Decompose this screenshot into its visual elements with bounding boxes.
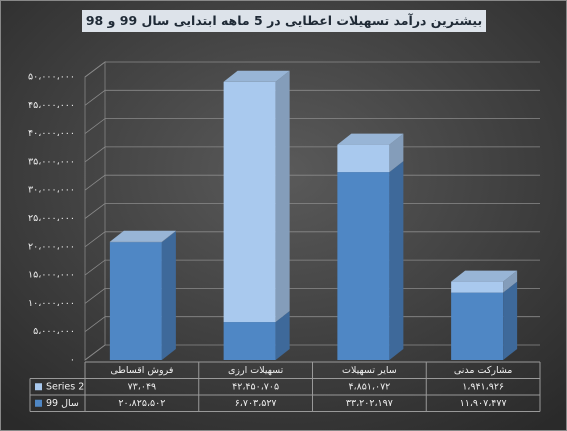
bar-side [161,230,176,243]
y-tick-label: ۴۵،۰۰۰،۰۰۰ [28,100,75,111]
data-label: ۴۲،۴۵۰،۷۰۵ [232,381,279,392]
bar-side [275,311,290,360]
y-tick-label: ۴۰،۰۰۰،۰۰۰ [28,128,75,139]
data-label: ۳۳،۲۰۲،۱۹۷ [346,398,393,409]
y-tick-label: ۲۰،۰۰۰،۰۰۰ [28,241,75,252]
legend-key [35,399,42,407]
bar-top [109,230,176,242]
data-label: ۲۰،۸۲۵،۵۰۲ [118,398,165,409]
bar-top [337,133,404,145]
bar-top [223,70,290,82]
y-tick-label: ۲۵،۰۰۰،۰۰۰ [28,213,75,224]
x-tick-label: سایر تسهیلات [342,365,397,376]
bar [223,322,276,360]
bar [223,81,276,323]
data-label: ۱،۹۴۱،۹۲۶ [462,381,504,392]
legend-key [35,383,42,391]
bar [337,172,390,360]
y-tick-label: ۵،۰۰۰،۰۰۰ [33,326,75,337]
bar [451,281,504,293]
data-label: ۴،۸۵۱،۰۷۲ [348,381,390,392]
bar-side [275,70,290,323]
x-tick-label: تسهیلات ارزی [228,365,284,376]
bar-side [503,281,518,360]
y-tick-label: ۰ [70,355,75,366]
grid-line [84,118,540,134]
legend-label: Series 2 [46,381,84,392]
bar-side [161,231,176,360]
bar [109,242,162,360]
y-tick-label: ۵۰،۰۰۰،۰۰۰ [28,72,75,83]
y-tick-label: ۱۰،۰۰۰،۰۰۰ [28,298,75,309]
y-tick-label: ۳۰،۰۰۰،۰۰۰ [28,185,75,196]
data-label: ۷۳،۰۴۹ [128,381,157,392]
data-label: ۶،۷۰۳،۵۲۷ [235,398,277,409]
bar-side [503,270,518,293]
grid-line [84,89,540,106]
y-tick-label: ۱۵،۰۰۰،۰۰۰ [28,270,75,281]
data-label: ۱۱،۹۰۷،۴۷۷ [460,398,507,409]
bar-side [389,161,404,360]
x-tick-label: مشارکت مدنی [454,365,513,376]
y-tick-label: ۳۵،۰۰۰،۰۰۰ [28,156,75,167]
grid-line [84,61,540,78]
chart-title: بیشترین درآمد تسهیلات اعطایی در 5 ماهه ا… [82,10,486,32]
bar-side [389,133,404,173]
bar [337,144,390,173]
bar [451,292,504,360]
legend-label: سال 99 [46,398,79,409]
bar-top [451,270,518,282]
x-tick-label: فروش اقساطی [110,365,173,376]
